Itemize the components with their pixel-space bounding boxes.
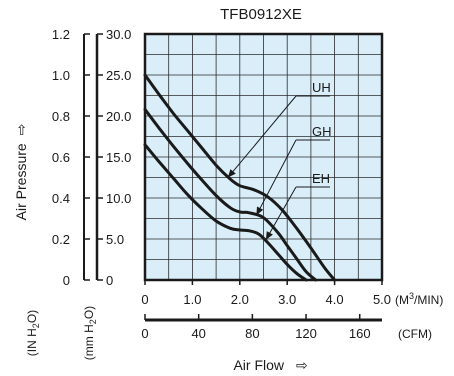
y-primary-tick-label: 30.0 bbox=[106, 27, 131, 42]
y-axis-label: Air Pressure bbox=[13, 143, 29, 220]
plot-frame bbox=[143, 32, 384, 282]
series-line-gh bbox=[143, 107, 318, 282]
annotation-leader-line bbox=[266, 186, 297, 239]
y-axis-arrow-icon: ⇨ bbox=[13, 124, 29, 136]
x-primary-tick-label: 4.0 bbox=[326, 292, 344, 307]
x-axis-arrow-icon: ⇨ bbox=[296, 357, 308, 373]
x-primary-tick-label: 3.0 bbox=[278, 292, 296, 307]
series-line-eh bbox=[143, 143, 308, 282]
chart-title: TFB0912XE bbox=[220, 6, 302, 23]
y-primary-tick-label: 5.0 bbox=[106, 232, 124, 247]
y-secondary-tick-label: 1.2 bbox=[52, 27, 70, 42]
annotation-label-eh: EH bbox=[312, 171, 330, 186]
y-primary-tick-label: 0 bbox=[106, 273, 113, 288]
x-secondary-tick-label: 40 bbox=[191, 326, 205, 341]
series-line-uh bbox=[143, 73, 337, 282]
y-secondary-tick-label: 0.6 bbox=[52, 150, 70, 165]
x-secondary-tick-label: 80 bbox=[245, 326, 259, 341]
y-secondary-tick-label: 0.2 bbox=[52, 232, 70, 247]
x-secondary-tick-label: 160 bbox=[349, 326, 371, 341]
x-axis-label: Air Flow bbox=[233, 357, 284, 373]
x-secondary-ticks: 0 40 80 120 160 bbox=[141, 314, 371, 341]
annotation-label-gh: GH bbox=[312, 124, 332, 139]
annotation-arrowhead bbox=[227, 169, 236, 178]
y-primary-tick-label: 20.0 bbox=[106, 109, 131, 124]
x-primary-unit: (M3/MIN) bbox=[395, 291, 443, 307]
y-secondary-tick-label: 0.8 bbox=[52, 109, 70, 124]
y-primary-tick-label: 10.0 bbox=[106, 191, 131, 206]
x-primary-tick-label: 0 bbox=[141, 292, 148, 307]
x-primary-tick-label: 5.0 bbox=[373, 292, 391, 307]
series-curves bbox=[143, 73, 337, 282]
y-secondary-unit: (IN H2O) bbox=[25, 310, 41, 356]
x-primary-tick-label: 1.0 bbox=[183, 292, 201, 307]
x-secondary-tick-label: 120 bbox=[295, 326, 317, 341]
y-secondary-ticks: 0 0.2 0.4 0.6 0.8 1.0 1.2 bbox=[52, 27, 90, 288]
annotation-label-uh: UH bbox=[312, 80, 331, 95]
y-secondary-tick-label: 0 bbox=[63, 273, 70, 288]
annotation-arrowhead bbox=[265, 231, 273, 240]
x-secondary-tick-label: 0 bbox=[141, 326, 148, 341]
annotation-arrowhead bbox=[256, 206, 264, 216]
x-primary-tick-label: 2.0 bbox=[231, 292, 249, 307]
annotation-leader-line bbox=[256, 139, 297, 214]
y-secondary-tick-label: 1.0 bbox=[52, 68, 70, 83]
y-primary-ticks: 0 5.0 10.0 15.0 20.0 25.0 30.0 bbox=[97, 27, 131, 288]
x-primary-ticks: 0 1.0 2.0 3.0 4.0 5.0 bbox=[141, 280, 391, 307]
y-secondary-tick-label: 0.4 bbox=[52, 191, 70, 206]
annotation-leader-line bbox=[228, 95, 297, 177]
y-primary-unit: (mm H2O) bbox=[82, 306, 98, 360]
y-primary-tick-label: 25.0 bbox=[106, 68, 131, 83]
curve-annotations: UH GH EH bbox=[227, 80, 332, 240]
y-axis-title: Air Pressure ⇨ bbox=[13, 124, 29, 221]
y-primary-tick-label: 15.0 bbox=[106, 150, 131, 165]
x-secondary-unit: (CFM) bbox=[398, 327, 432, 341]
